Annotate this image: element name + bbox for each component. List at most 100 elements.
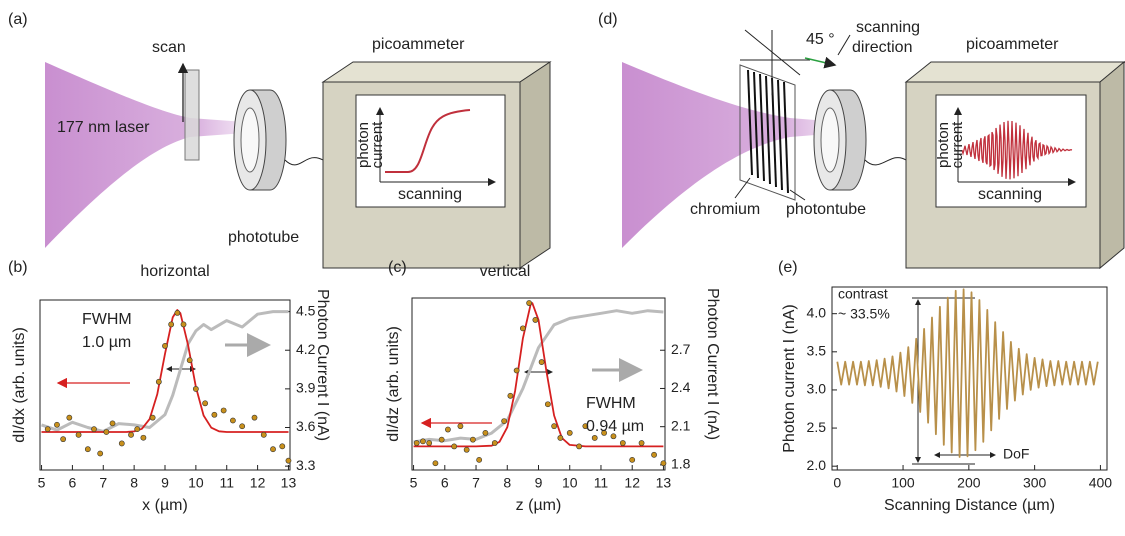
tube-text: phototube — [228, 229, 299, 246]
scan-text: scan — [152, 39, 186, 56]
data-point — [252, 415, 257, 420]
x-tick-label: 8 — [503, 475, 511, 491]
box-top — [906, 62, 1125, 82]
data-point — [592, 435, 597, 440]
data-point — [577, 444, 582, 449]
data-point — [552, 424, 557, 429]
data-point — [156, 379, 161, 384]
data-point — [104, 429, 109, 434]
chart-title: horizontal — [140, 263, 209, 280]
data-point — [67, 415, 72, 420]
data-point — [445, 427, 450, 432]
lens-inner — [821, 108, 839, 172]
x-tick-label: 9 — [535, 475, 543, 491]
x-tick-label: 200 — [957, 475, 981, 491]
y2-axis-label: Photon Current I (nA) — [704, 288, 721, 440]
y-tick-label: 3.0 — [807, 381, 827, 397]
data-point — [452, 444, 457, 449]
x-tick-label: 10 — [562, 475, 578, 491]
data-point — [91, 427, 96, 432]
x-axis-label: x (µm) — [142, 497, 188, 514]
screen-y-label: current — [369, 121, 386, 169]
data-point — [286, 458, 291, 463]
plot-frame — [40, 300, 290, 470]
x-tick-label: 12 — [250, 475, 266, 491]
data-point — [175, 310, 180, 315]
data-point — [98, 451, 103, 456]
y-tick-label: 3.5 — [807, 343, 827, 359]
data-point — [502, 418, 507, 423]
data-point — [162, 343, 167, 348]
y2-tick-label: 2.1 — [671, 417, 691, 433]
data-point — [169, 322, 174, 327]
meter-text: picoammeter — [372, 36, 465, 53]
x-tick-label: 0 — [833, 475, 841, 491]
data-point — [76, 432, 81, 437]
x-tick-label: 100 — [891, 475, 915, 491]
data-point — [539, 359, 544, 364]
data-point — [420, 439, 425, 444]
y2-tick-label: 4.5 — [296, 302, 316, 318]
scan-direction — [805, 58, 835, 65]
data-line — [42, 312, 289, 432]
data-point — [661, 461, 666, 466]
data-point — [181, 322, 186, 327]
data-point — [630, 457, 635, 462]
data-point — [141, 435, 146, 440]
data-point — [545, 402, 550, 407]
y2-axis-label: Photon Current I (nA) — [314, 289, 331, 441]
x-tick-label: 6 — [441, 475, 449, 491]
x-tick-label: 8 — [130, 475, 138, 491]
box-side — [520, 62, 550, 268]
x-tick-label: 13 — [656, 475, 672, 491]
cable — [285, 158, 323, 165]
data-point — [427, 440, 432, 445]
x-tick-label: 9 — [161, 475, 169, 491]
y-axis-label: dI/dz (arb. units) — [385, 326, 402, 442]
data-point — [280, 444, 285, 449]
laser-text: 177 nm laser — [57, 119, 150, 136]
cable — [865, 158, 906, 165]
figure: (a) scan 177 nm laser phototube picoamme… — [0, 0, 1125, 536]
y-tick-label: 2.5 — [807, 419, 827, 435]
leader — [838, 35, 850, 55]
y2-tick-label: 1.8 — [671, 456, 691, 472]
data-point — [520, 326, 525, 331]
slit — [185, 70, 199, 160]
y-tick-label: 4.0 — [807, 304, 827, 320]
screen-y-label: current — [949, 121, 966, 169]
y-axis-label: dI/dx (arb. units) — [11, 327, 28, 443]
data-point — [527, 300, 532, 305]
data-point — [135, 427, 140, 432]
direction-text: direction — [852, 39, 912, 56]
panel-label: (c) — [388, 259, 407, 276]
data-point — [639, 440, 644, 445]
screen-x-label: scanning — [978, 186, 1042, 203]
y2-tick-label: 3.6 — [296, 418, 316, 434]
y2-tick-label: 2.4 — [671, 379, 691, 395]
laser-beam — [45, 62, 245, 248]
data-point — [150, 415, 155, 420]
setup-a: (a) scan 177 nm laser phototube picoamme… — [8, 11, 550, 268]
data-point — [54, 422, 59, 427]
data-point — [492, 440, 497, 445]
data-point — [533, 317, 538, 322]
data-point — [464, 447, 469, 452]
x-tick-label: 7 — [99, 475, 107, 491]
y-tick-label: 2.0 — [807, 457, 827, 473]
data-point — [414, 440, 419, 445]
angle-text: 45 ° — [806, 31, 835, 48]
x-tick-label: 11 — [219, 475, 234, 491]
annotation: FWHM — [82, 311, 132, 328]
chart-title: vertical — [480, 263, 531, 280]
x-tick-label: 6 — [69, 475, 77, 491]
annotation: DoF — [1003, 446, 1029, 462]
x-tick-label: 7 — [472, 475, 480, 491]
y2-tick-label: 4.2 — [296, 341, 316, 357]
data-point — [187, 358, 192, 363]
direction-text: scanning — [856, 19, 920, 36]
data-point — [483, 430, 488, 435]
data-point — [508, 393, 513, 398]
panel-label: (e) — [778, 259, 798, 276]
data-point — [567, 430, 572, 435]
